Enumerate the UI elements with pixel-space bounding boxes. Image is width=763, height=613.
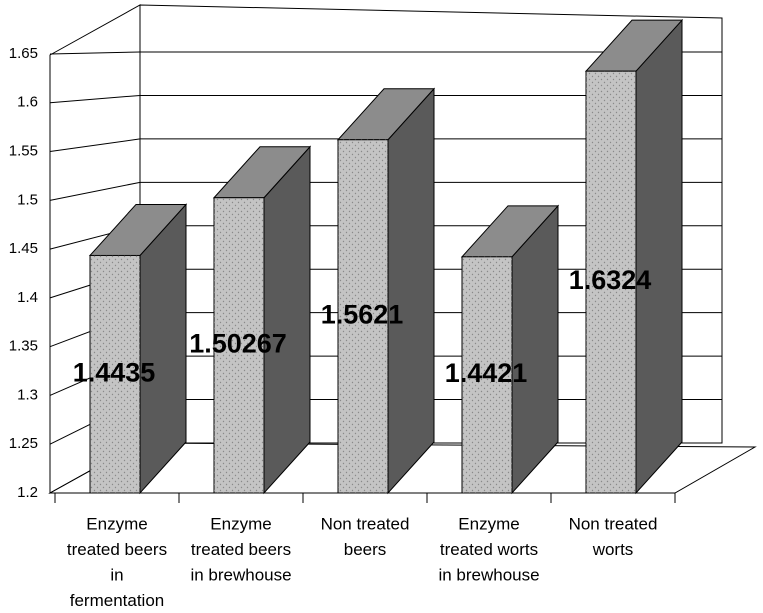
x-tick-label: in brewhouse [438,565,539,584]
bar-side [387,87,435,495]
x-tick-label: in [110,565,123,584]
y-tick-label: 1.25 [9,435,38,452]
y-tick-label: 1.4 [17,289,38,306]
x-tick-label: fermentation [70,591,165,610]
value-label: 1.5621 [321,300,404,330]
x-tick-label: treated beers [67,540,167,559]
y-tick-label: 1.2 [17,484,38,501]
value-label: 1.4421 [445,358,528,388]
bar-side [263,145,311,495]
x-tick-label: Enzyme [86,514,147,533]
x-tick-label: beers [344,540,387,559]
bar-texture [586,71,636,494]
y-tick-label: 1.65 [9,45,38,62]
x-tick-label: treated beers [191,540,291,559]
grid-line [49,181,722,201]
x-tick-label: Non treated [321,514,410,533]
bar [336,87,436,495]
bar [584,18,684,495]
bar [212,145,312,495]
grid-line [49,94,722,104]
x-tick-label: in brewhouse [190,565,291,584]
bar-texture [214,197,264,493]
x-tick-label: treated worts [440,540,538,559]
x-tick-label: Enzyme [458,514,519,533]
x-tick-label: Non treated [569,514,658,533]
y-tick-label: 1.55 [9,143,38,160]
value-label: 1.4435 [73,357,156,387]
value-label: 1.50267 [189,328,287,358]
x-tick-label: worts [592,540,634,559]
x-tick-label: Enzyme [210,514,271,533]
y-tick-label: 1.45 [9,240,38,257]
bar-texture [462,256,512,493]
y-tick-label: 1.35 [9,338,38,355]
y-tick-label: 1.6 [17,94,38,111]
grid-line [49,51,722,55]
bar-texture [90,255,140,493]
bar [88,203,188,495]
grid-line [49,138,722,153]
bar-texture [338,139,388,493]
bar [460,204,560,495]
y-tick-label: 1.3 [17,386,38,403]
bar-side [635,18,683,495]
y-tick-label: 1.5 [17,191,38,208]
value-label: 1.6324 [569,265,652,295]
